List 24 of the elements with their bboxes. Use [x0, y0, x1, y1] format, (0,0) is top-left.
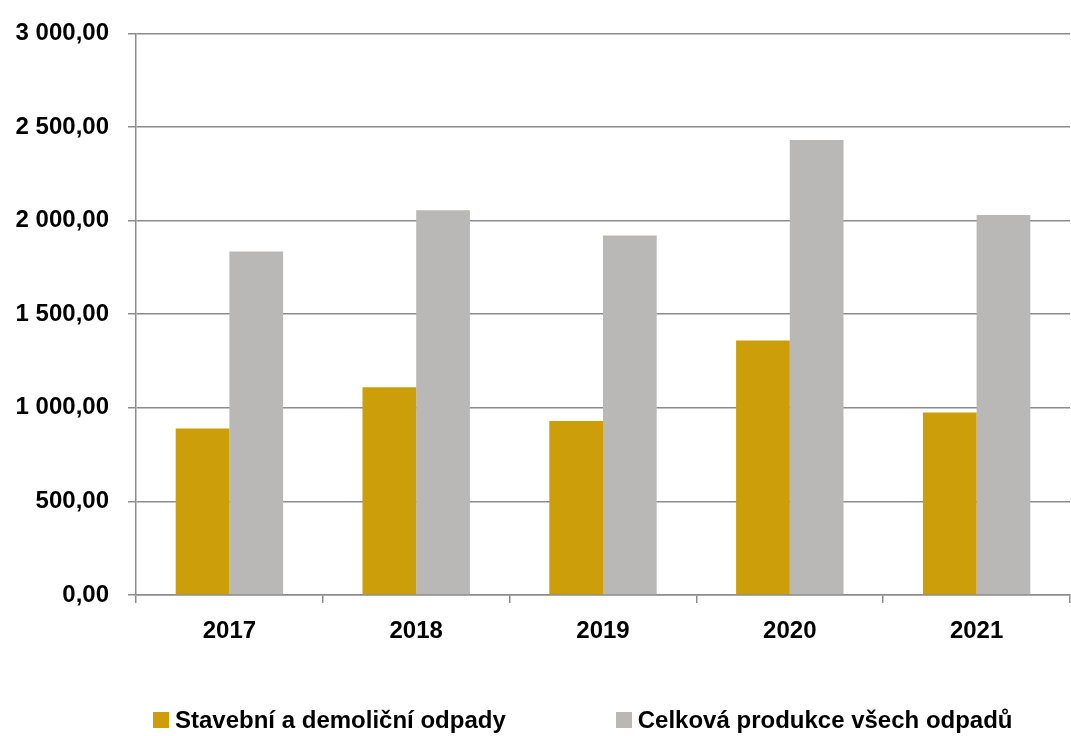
bar — [362, 387, 417, 595]
legend-label: Celková produkce všech odpadů — [637, 706, 1013, 734]
bar — [416, 210, 470, 595]
y-tick-label: 1 000,00 — [15, 392, 109, 420]
bar — [229, 251, 284, 595]
x-tick-label: 2017 — [202, 616, 257, 644]
x-tick-label: 2019 — [576, 616, 630, 644]
bar — [922, 412, 977, 595]
bar — [175, 428, 230, 595]
y-tick-label: 500,00 — [35, 486, 109, 514]
x-tick-label: 2021 — [949, 616, 1004, 644]
bar — [603, 235, 657, 595]
bar — [789, 140, 844, 595]
y-tick-label: 1 500,00 — [15, 298, 109, 326]
y-tick-label: 3 000,00 — [15, 18, 109, 46]
bar — [736, 340, 790, 595]
y-tick-label: 0,00 — [62, 579, 109, 607]
bar — [976, 214, 1031, 595]
x-tick-label: 2018 — [389, 616, 443, 644]
legend-label: Stavební a demoliční odpady — [175, 706, 506, 734]
bar — [549, 420, 603, 595]
y-tick-label: 2 500,00 — [15, 111, 109, 139]
x-tick-label: 2020 — [763, 616, 817, 644]
y-tick-label: 2 000,00 — [15, 205, 109, 233]
